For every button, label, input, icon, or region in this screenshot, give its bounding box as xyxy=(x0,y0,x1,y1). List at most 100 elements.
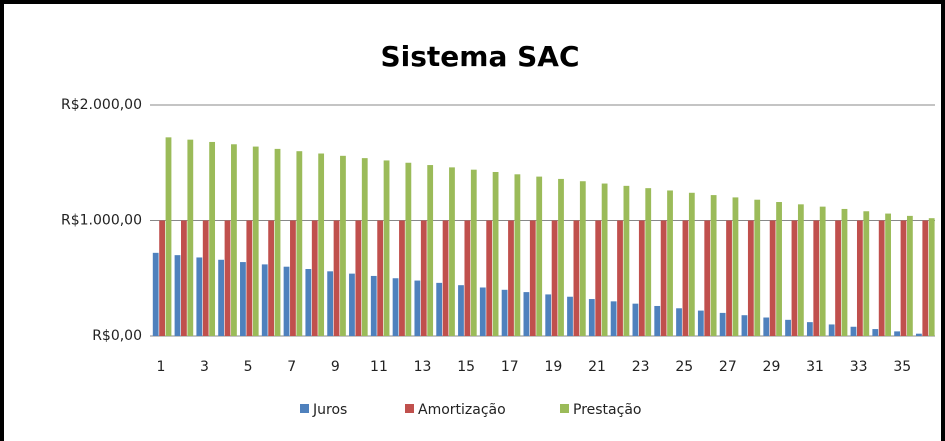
bar xyxy=(508,220,514,336)
bar xyxy=(296,151,303,336)
bar xyxy=(660,220,667,336)
x-tick-label: 9 xyxy=(331,359,340,375)
bar xyxy=(763,317,770,336)
bar xyxy=(573,220,580,336)
bar xyxy=(196,257,203,336)
bar xyxy=(595,220,602,336)
bar xyxy=(327,271,334,336)
bar xyxy=(688,192,695,336)
bar xyxy=(392,278,399,336)
x-tick-label: 7 xyxy=(287,359,296,375)
bar xyxy=(492,171,499,336)
bar xyxy=(420,220,427,336)
bar xyxy=(333,220,340,336)
bar xyxy=(623,185,630,336)
bar xyxy=(218,259,225,336)
x-tick-label: 31 xyxy=(806,359,824,375)
bar xyxy=(645,188,652,336)
bar xyxy=(377,220,384,336)
y-tick-label: R$0,00 xyxy=(92,328,142,344)
x-tick-label: 17 xyxy=(501,359,519,375)
bar xyxy=(885,213,891,336)
bar xyxy=(819,206,826,336)
bar xyxy=(872,329,879,336)
bar xyxy=(202,220,209,336)
bar xyxy=(797,204,804,336)
bar xyxy=(268,220,275,336)
bar xyxy=(915,333,922,336)
bar xyxy=(464,220,471,336)
bar xyxy=(159,220,166,336)
bar xyxy=(828,324,835,336)
bar xyxy=(361,158,368,336)
bar xyxy=(732,197,739,336)
x-tick-label: 25 xyxy=(675,359,693,375)
x-tick-label: 29 xyxy=(763,359,781,375)
legend-label: Juros xyxy=(312,402,347,418)
bar xyxy=(710,195,717,336)
bar xyxy=(617,220,623,336)
y-tick-label: R$1.000,00 xyxy=(61,213,142,229)
x-tick-label: 23 xyxy=(632,359,650,375)
bar xyxy=(370,275,377,336)
bar xyxy=(676,308,682,336)
legend-swatch xyxy=(560,404,569,413)
legend-swatch xyxy=(405,404,414,413)
bar xyxy=(835,220,841,336)
bar xyxy=(209,141,216,336)
x-tick-label: 35 xyxy=(893,359,911,375)
bar xyxy=(558,178,564,336)
bar xyxy=(754,199,761,336)
bar xyxy=(383,160,390,336)
bar xyxy=(719,312,726,336)
bar xyxy=(274,148,281,336)
bar xyxy=(427,165,434,336)
y-tick-label: R$2.000,00 xyxy=(61,97,142,113)
bar xyxy=(632,303,639,336)
bar xyxy=(479,287,486,336)
bar xyxy=(514,174,521,336)
bar xyxy=(442,220,449,336)
bar xyxy=(601,183,608,336)
bar xyxy=(174,255,181,336)
bar xyxy=(856,220,863,336)
bar xyxy=(290,220,296,336)
bar xyxy=(318,153,325,336)
bar xyxy=(311,220,318,336)
bar xyxy=(928,218,935,336)
bar xyxy=(610,301,617,336)
bar xyxy=(252,146,259,336)
bar xyxy=(187,139,194,336)
bar xyxy=(181,220,187,336)
bar xyxy=(841,208,848,336)
bar xyxy=(747,220,754,336)
bar xyxy=(340,155,346,336)
bar xyxy=(152,252,159,336)
bar xyxy=(900,220,907,336)
bar xyxy=(240,262,246,336)
bar xyxy=(551,220,558,336)
bar xyxy=(501,289,508,336)
bar xyxy=(863,211,870,336)
bar xyxy=(355,220,362,336)
bar xyxy=(458,285,464,336)
bar xyxy=(231,144,237,336)
x-tick-label: 27 xyxy=(719,359,737,375)
bar xyxy=(741,315,748,336)
bar xyxy=(414,280,421,336)
bar xyxy=(667,190,673,336)
bar xyxy=(588,299,595,336)
legend-swatch xyxy=(300,404,309,413)
bar xyxy=(769,220,776,336)
bar xyxy=(399,220,405,336)
bar xyxy=(523,292,530,336)
bar xyxy=(682,220,689,336)
bar xyxy=(922,220,929,336)
bar xyxy=(791,220,798,336)
x-tick-label: 15 xyxy=(457,359,475,375)
bar xyxy=(529,220,536,336)
bar xyxy=(305,269,312,336)
bar xyxy=(906,215,913,336)
x-tick-label: 33 xyxy=(850,359,868,375)
bar xyxy=(579,181,586,336)
